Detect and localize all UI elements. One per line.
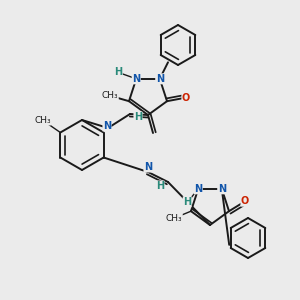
- Text: N: N: [103, 121, 111, 131]
- Text: N: N: [144, 162, 152, 172]
- Text: N: N: [218, 184, 226, 194]
- Text: N: N: [194, 184, 202, 194]
- Text: O: O: [182, 93, 190, 103]
- Text: N: N: [156, 74, 164, 84]
- Text: N: N: [132, 74, 140, 84]
- Text: CH₃: CH₃: [34, 116, 51, 125]
- Text: CH₃: CH₃: [166, 214, 182, 223]
- Text: H: H: [156, 181, 164, 191]
- Text: H: H: [134, 112, 142, 122]
- Text: H: H: [114, 67, 122, 77]
- Text: O: O: [241, 196, 249, 206]
- Text: CH₃: CH₃: [102, 91, 118, 100]
- Text: H: H: [183, 197, 191, 207]
